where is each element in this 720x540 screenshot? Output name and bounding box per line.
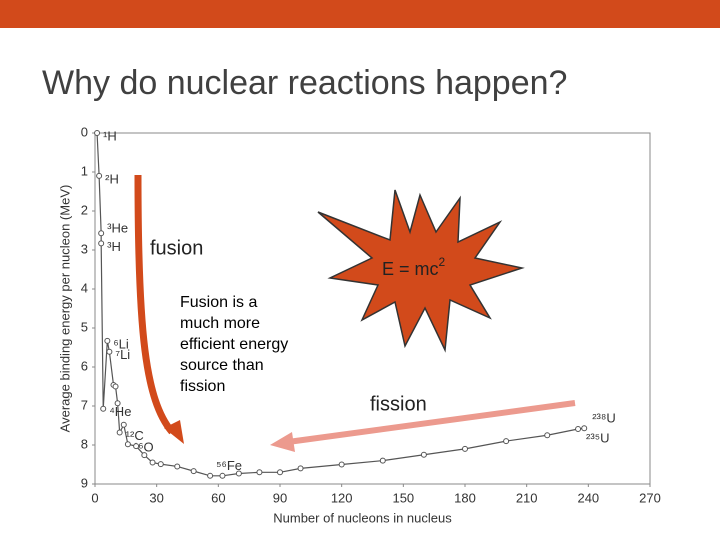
equation: E = mc2 <box>382 255 446 279</box>
fission-label: fission <box>370 393 427 415</box>
data-point <box>157 461 164 468</box>
data-point <box>174 463 181 470</box>
x-tick-label: 30 <box>149 490 163 505</box>
point-label: ³H <box>107 239 121 254</box>
x-axis-label: Number of nucleons in nucleus <box>273 510 452 525</box>
point-label: ⁴He <box>109 404 131 419</box>
y-tick-label: 0 <box>81 124 88 139</box>
data-point <box>96 172 103 179</box>
point-label: ³He <box>107 221 128 236</box>
data-point <box>581 425 588 432</box>
fusion-arrow <box>134 174 175 435</box>
top-bar <box>0 0 720 28</box>
data-point <box>124 441 131 448</box>
x-tick-label: 270 <box>639 490 661 505</box>
data-point <box>190 468 197 475</box>
fusion-arrowhead <box>164 420 184 444</box>
data-point <box>503 438 510 445</box>
equation-base: E = mc <box>382 259 439 279</box>
y-tick-label: 9 <box>81 475 88 490</box>
y-tick-label: 8 <box>81 436 88 451</box>
data-point <box>114 400 121 407</box>
point-label: ¹²C <box>126 428 144 443</box>
x-tick-label: 150 <box>392 490 414 505</box>
fusion-label: fusion <box>150 237 203 259</box>
data-point <box>104 337 111 344</box>
data-point <box>379 457 386 464</box>
x-tick-label: 90 <box>273 490 287 505</box>
fission-arrow <box>287 400 576 445</box>
x-tick-label: 180 <box>454 490 476 505</box>
x-tick-label: 0 <box>91 490 98 505</box>
data-point <box>98 230 105 237</box>
equation-exponent: 2 <box>439 255 446 269</box>
x-tick-label: 240 <box>577 490 599 505</box>
data-point <box>141 452 148 459</box>
point-label: ²³⁸U <box>592 411 616 426</box>
point-label: ¹⁶O <box>134 440 154 455</box>
data-point <box>235 470 242 477</box>
explosion-star <box>317 189 525 353</box>
data-point <box>100 405 107 412</box>
point-label: ²H <box>105 171 119 186</box>
y-tick-label: 6 <box>81 358 88 373</box>
x-tick-label: 60 <box>211 490 225 505</box>
y-tick-label: 1 <box>81 163 88 178</box>
fission-arrowhead <box>270 432 295 452</box>
data-point <box>297 465 304 472</box>
data-point <box>207 472 214 479</box>
y-tick-label: 4 <box>81 280 88 295</box>
y-tick-label: 7 <box>81 397 88 412</box>
x-tick-label: 120 <box>331 490 353 505</box>
data-point <box>98 240 105 247</box>
data-point <box>575 426 582 433</box>
y-tick-label: 3 <box>81 241 88 256</box>
data-point <box>544 432 551 439</box>
point-label: ⁷Li <box>115 347 130 362</box>
data-point <box>106 348 113 355</box>
data-point <box>94 130 101 136</box>
data-point <box>133 443 140 450</box>
point-label: ²³⁵U <box>586 430 609 445</box>
point-label: ⁵⁶Fe <box>216 458 242 473</box>
data-point <box>112 383 119 390</box>
y-tick-label: 2 <box>81 202 88 217</box>
data-point <box>219 472 226 479</box>
data-point <box>462 445 468 452</box>
fusion-note: Fusion is a much more efficient energy s… <box>180 294 289 395</box>
y-axis-label: Average binding energy per nucleon (MeV) <box>57 185 72 433</box>
slide-title: Why do nuclear reactions happen? <box>42 64 567 102</box>
x-tick-label: 210 <box>516 490 538 505</box>
y-tick-label: 5 <box>81 319 88 334</box>
data-point <box>149 459 156 466</box>
data-point <box>116 429 123 436</box>
data-point <box>277 469 283 476</box>
plot-frame <box>94 132 651 485</box>
point-label: ¹H <box>103 128 117 143</box>
point-label: ⁶Li <box>113 336 129 351</box>
data-point <box>338 461 345 468</box>
data-point <box>256 469 263 476</box>
data-point <box>120 421 127 428</box>
data-point <box>420 451 427 458</box>
